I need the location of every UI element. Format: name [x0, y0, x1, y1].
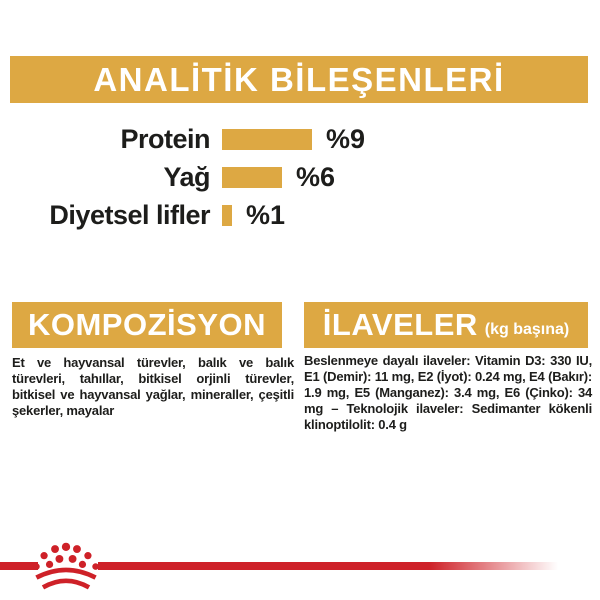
royal-canin-crown-icon — [33, 542, 99, 590]
kompozisyon-body: Et ve hayvansal türevler, balık ve balık… — [12, 355, 294, 418]
analytic-chart: Protein %9 Yağ %6 Diyetsel lifler %1 — [0, 120, 600, 234]
ilaveler-body: Beslenmeye dayalı ilaveler: Vitamin D3: … — [304, 353, 592, 432]
red-divider-line-right — [98, 562, 558, 570]
red-divider-line-left — [0, 562, 38, 570]
ilaveler-subtitle: (kg başına) — [484, 321, 570, 338]
kompozisyon-title: KOMPOZİSYON — [27, 307, 266, 342]
chart-bar — [222, 128, 312, 150]
chart-row: Yağ %6 — [0, 158, 600, 196]
chart-value-label: %9 — [326, 123, 366, 154]
chart-bar — [222, 204, 232, 226]
chart-value-label: %6 — [296, 161, 336, 192]
chart-row: Diyetsel lifler %1 — [0, 196, 600, 234]
chart-category-label: Diyetsel lifler — [49, 199, 210, 230]
chart-value-label: %1 — [246, 199, 286, 230]
analytic-components-header: ANALİTİK BİLEŞENLERİ — [10, 56, 588, 103]
chart-row: Protein %9 — [0, 120, 600, 158]
analytic-components-title: ANALİTİK BİLEŞENLERİ — [93, 60, 505, 98]
chart-category-label: Yağ — [163, 161, 210, 192]
chart-bar — [222, 166, 282, 188]
kompozisyon-header: KOMPOZİSYON — [12, 302, 282, 348]
ilaveler-header: İLAVELER (kg başına) — [304, 302, 588, 348]
chart-category-label: Protein — [120, 123, 210, 154]
ilaveler-title: İLAVELER — [322, 307, 478, 342]
